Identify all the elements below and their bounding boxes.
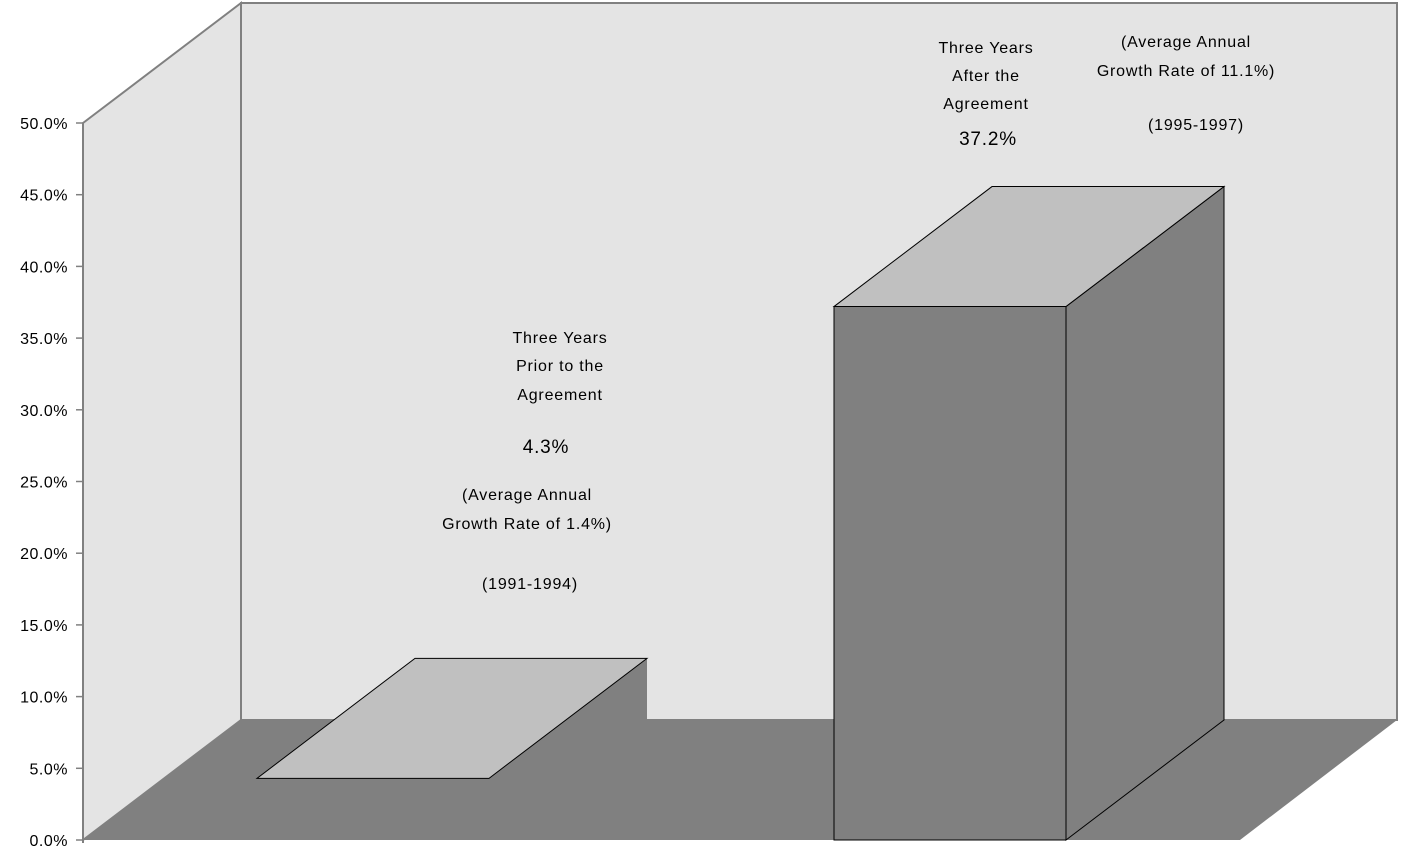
bar-front [257, 778, 489, 840]
y-tick-label: 5.0% [30, 761, 68, 778]
y-tick-label: 40.0% [20, 259, 68, 276]
y-tick-label: 20.0% [20, 546, 68, 563]
annotation-after: Three Years After the Agreement 37.2% (A… [938, 34, 1275, 150]
bar-front [833, 306, 1067, 841]
annotation-after-line-3: Agreement [943, 96, 1028, 113]
y-tick-labels: 0.0% 5.0% 10.0% 15.0% 20.0% 25.0% 30.0% 35.0% 40… [20, 116, 83, 850]
annotation-prior-period: (1991-1994) [482, 576, 578, 593]
bars [255, 185, 1226, 842]
side-wall [82, 0, 242, 843]
annotation-prior-growth-2: Growth Rate of 1.4%) [442, 516, 612, 533]
annotation-after-line-1: Three Years [938, 40, 1033, 57]
bar-top [832, 186, 1226, 308]
y-tick-label: 45.0% [20, 188, 68, 205]
annotation-prior-line-2: Prior to the [516, 358, 604, 375]
annotation-prior-value: 4.3% [523, 437, 570, 458]
bar-1 [255, 657, 649, 840]
bar-top [255, 657, 649, 779]
annotation-after-line-2: After the [952, 68, 1020, 85]
bar-side [489, 658, 647, 840]
annotation-after-growth-1: (Average Annual [1121, 34, 1251, 51]
annotation-prior: Three Years Prior to the Agreement 4.3% … [442, 330, 612, 593]
annotation-prior-line-3: Agreement [517, 387, 602, 404]
y-tick-label: 0.0% [30, 833, 68, 850]
y-tick-label: 50.0% [20, 116, 68, 133]
annotation-after-value: 37.2% [959, 129, 1017, 150]
y-tick-label: 30.0% [20, 403, 68, 420]
annotation-after-growth-2: Growth Rate of 11.1%) [1097, 63, 1275, 80]
y-tick-label: 35.0% [20, 331, 68, 348]
annotation-prior-growth-1: (Average Annual [462, 487, 592, 504]
y-tick-label: 15.0% [20, 618, 68, 635]
y-tick-label: 25.0% [20, 475, 68, 492]
y-tick-label: 10.0% [20, 690, 68, 707]
bar-2 [832, 185, 1226, 842]
annotation-after-period: (1995-1997) [1148, 117, 1244, 134]
annotation-prior-line-1: Three Years [512, 330, 607, 347]
